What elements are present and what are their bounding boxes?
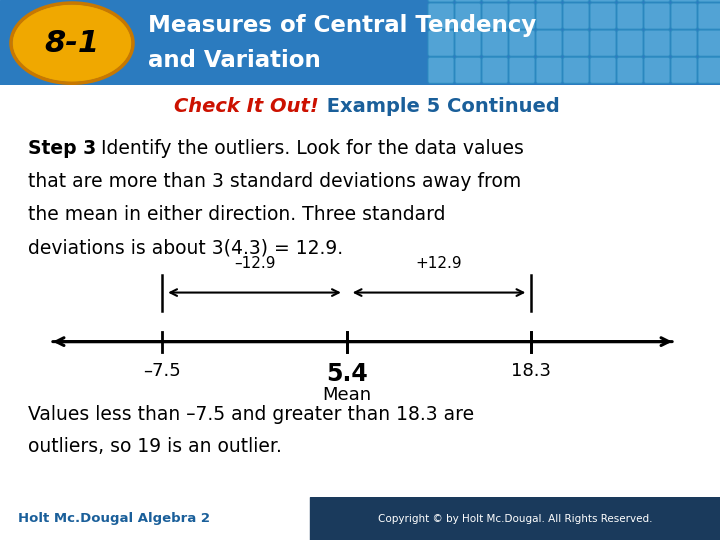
FancyBboxPatch shape — [428, 57, 454, 83]
FancyBboxPatch shape — [698, 3, 720, 29]
FancyBboxPatch shape — [482, 30, 508, 56]
FancyBboxPatch shape — [455, 3, 481, 29]
FancyBboxPatch shape — [455, 30, 481, 56]
FancyBboxPatch shape — [671, 30, 697, 56]
FancyBboxPatch shape — [536, 30, 562, 56]
FancyBboxPatch shape — [644, 57, 670, 83]
Text: Step 3: Step 3 — [28, 139, 96, 158]
Text: and Variation: and Variation — [148, 49, 320, 72]
FancyBboxPatch shape — [563, 57, 589, 83]
Text: –7.5: –7.5 — [143, 362, 181, 380]
Text: deviations is about 3(4.3) = 12.9.: deviations is about 3(4.3) = 12.9. — [28, 238, 343, 257]
Text: Example 5 Continued: Example 5 Continued — [320, 97, 560, 116]
FancyBboxPatch shape — [590, 3, 616, 29]
Bar — [310, 497, 720, 540]
FancyBboxPatch shape — [509, 0, 535, 2]
FancyBboxPatch shape — [617, 30, 643, 56]
Text: the mean in either direction. Three standard: the mean in either direction. Three stan… — [28, 205, 446, 224]
Text: +12.9: +12.9 — [415, 255, 462, 271]
FancyBboxPatch shape — [590, 0, 616, 2]
FancyBboxPatch shape — [617, 0, 643, 2]
FancyBboxPatch shape — [563, 30, 589, 56]
FancyBboxPatch shape — [455, 57, 481, 83]
FancyBboxPatch shape — [428, 3, 454, 29]
FancyBboxPatch shape — [536, 3, 562, 29]
FancyBboxPatch shape — [563, 3, 589, 29]
FancyBboxPatch shape — [455, 0, 481, 2]
FancyBboxPatch shape — [428, 30, 454, 56]
FancyBboxPatch shape — [698, 30, 720, 56]
FancyBboxPatch shape — [482, 3, 508, 29]
FancyBboxPatch shape — [617, 3, 643, 29]
FancyBboxPatch shape — [509, 57, 535, 83]
Text: Copyright © by Holt Mc.Dougal. All Rights Reserved.: Copyright © by Holt Mc.Dougal. All Right… — [378, 514, 652, 524]
Text: Identify the outliers. Look for the data values: Identify the outliers. Look for the data… — [95, 139, 524, 158]
FancyBboxPatch shape — [563, 0, 589, 2]
FancyBboxPatch shape — [644, 30, 670, 56]
FancyBboxPatch shape — [698, 0, 720, 2]
Text: Mean: Mean — [323, 386, 372, 404]
Text: Measures of Central Tendency: Measures of Central Tendency — [148, 14, 536, 37]
FancyBboxPatch shape — [671, 57, 697, 83]
Text: Check It Out!: Check It Out! — [174, 97, 318, 116]
Ellipse shape — [13, 5, 131, 82]
FancyBboxPatch shape — [671, 0, 697, 2]
Text: 5.4: 5.4 — [326, 362, 368, 386]
FancyBboxPatch shape — [536, 57, 562, 83]
FancyBboxPatch shape — [671, 3, 697, 29]
Text: 18.3: 18.3 — [511, 362, 552, 380]
FancyBboxPatch shape — [590, 57, 616, 83]
Text: 8-1: 8-1 — [45, 29, 99, 58]
Text: outliers, so 19 is an outlier.: outliers, so 19 is an outlier. — [28, 437, 282, 456]
FancyBboxPatch shape — [617, 57, 643, 83]
FancyBboxPatch shape — [644, 3, 670, 29]
FancyBboxPatch shape — [698, 57, 720, 83]
FancyBboxPatch shape — [482, 0, 508, 2]
FancyBboxPatch shape — [536, 0, 562, 2]
FancyBboxPatch shape — [644, 0, 670, 2]
FancyBboxPatch shape — [482, 57, 508, 83]
FancyBboxPatch shape — [509, 3, 535, 29]
FancyBboxPatch shape — [590, 30, 616, 56]
Text: Holt Mc.Dougal Algebra 2: Holt Mc.Dougal Algebra 2 — [18, 512, 210, 525]
FancyBboxPatch shape — [428, 0, 454, 2]
FancyBboxPatch shape — [509, 30, 535, 56]
Text: –12.9: –12.9 — [234, 255, 275, 271]
Text: that are more than 3 standard deviations away from: that are more than 3 standard deviations… — [28, 172, 521, 191]
Text: Values less than –7.5 and greater than 18.3 are: Values less than –7.5 and greater than 1… — [28, 405, 474, 424]
